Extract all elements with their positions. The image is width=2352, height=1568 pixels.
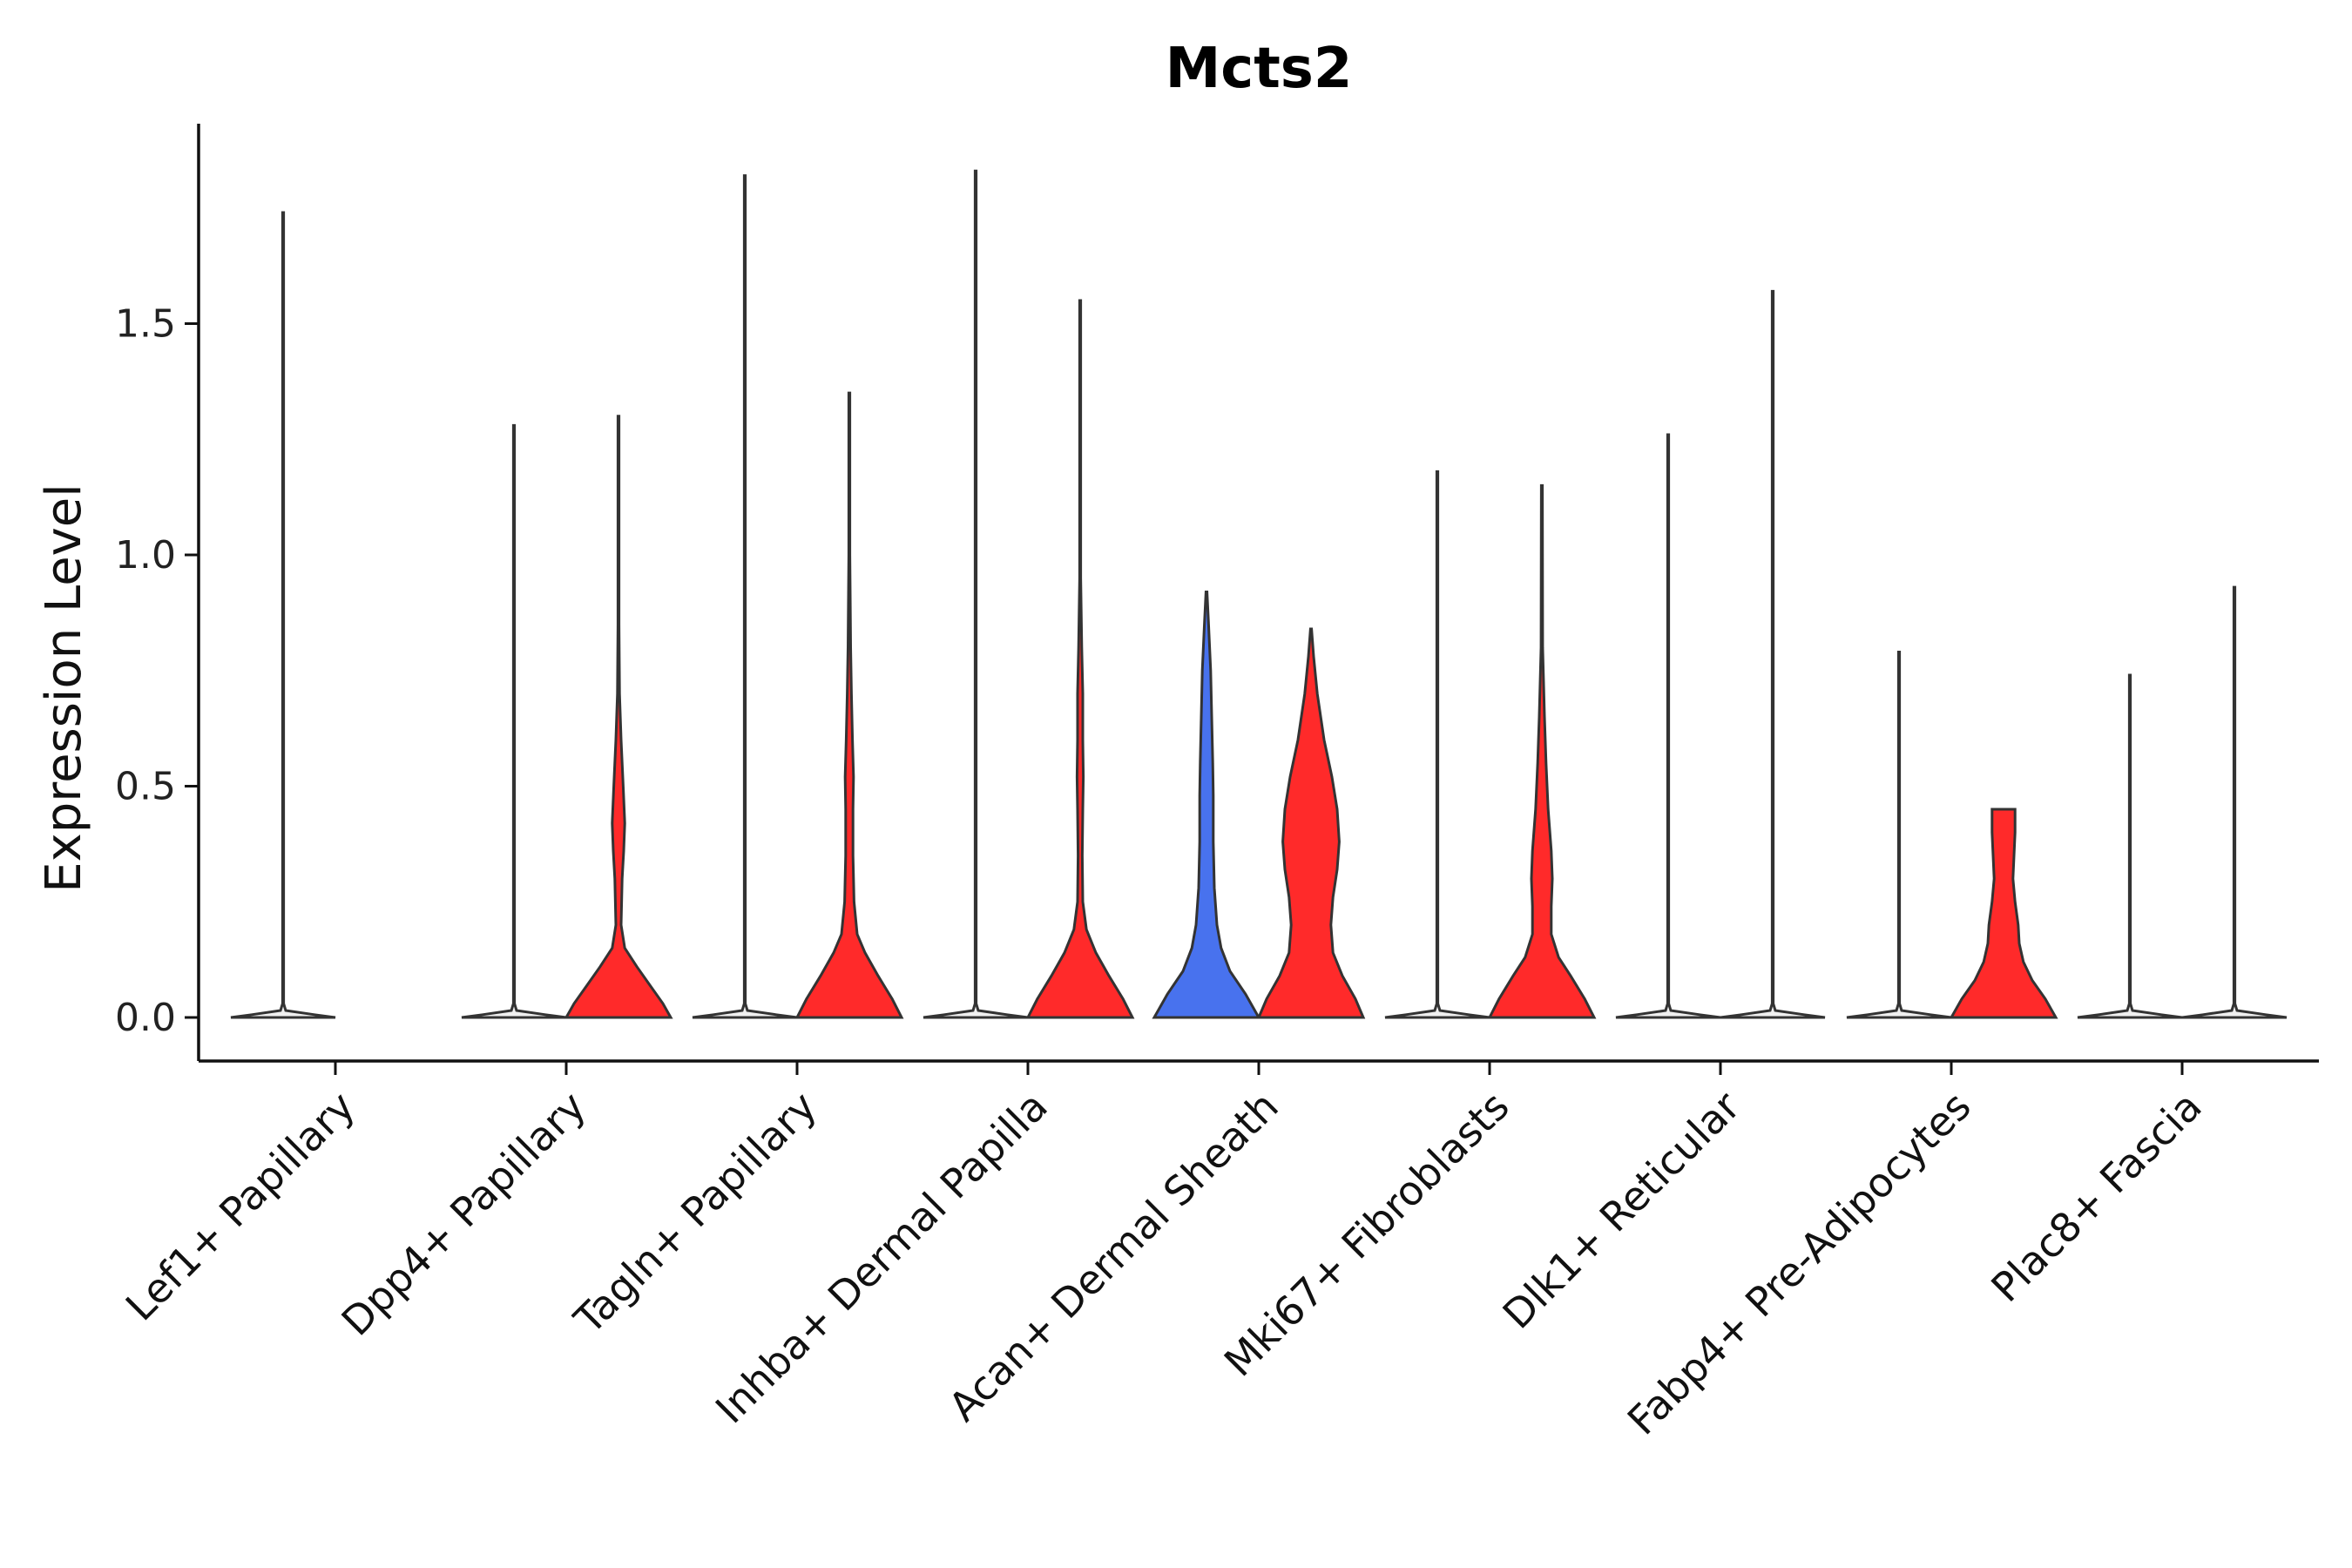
violin-body bbox=[1256, 627, 1366, 1019]
x-category-label: Lef1+ Papillary bbox=[117, 1083, 364, 1330]
violin-body bbox=[923, 169, 1029, 1019]
y-tick-label: 1.5 bbox=[115, 302, 176, 347]
chart-title: Mcts2 bbox=[1166, 37, 1353, 101]
violin-body bbox=[2181, 585, 2288, 1019]
y-tick-label: 1.0 bbox=[115, 533, 176, 578]
violin-body bbox=[564, 415, 673, 1019]
violin-group bbox=[230, 169, 2288, 1019]
violin-body bbox=[2077, 673, 2183, 1019]
violin-body bbox=[1152, 590, 1261, 1019]
violin-body bbox=[1384, 470, 1490, 1019]
violin-body bbox=[794, 391, 904, 1019]
violin-body bbox=[1720, 289, 1826, 1019]
y-tick-label: 0.5 bbox=[115, 765, 176, 809]
violin-body bbox=[230, 211, 336, 1019]
violin-body bbox=[1846, 651, 1952, 1019]
y-axis-label: Expression Level bbox=[36, 483, 92, 893]
violin-body bbox=[1025, 299, 1135, 1019]
x-category-label: Plac8+ Fascia bbox=[1982, 1083, 2210, 1311]
violin-body bbox=[461, 423, 567, 1019]
violin-body bbox=[1615, 433, 1721, 1019]
y-ticks: 0.0 0.5 1.0 1.5 bbox=[115, 302, 199, 1040]
violin-body bbox=[1949, 808, 2058, 1019]
x-category-label: Tagln+ Papillary bbox=[564, 1083, 826, 1344]
x-category-label: Dlk1+ Reticular bbox=[1494, 1083, 1749, 1338]
x-category-label: Dpp4+ Papillary bbox=[333, 1083, 595, 1345]
violin-body bbox=[1487, 483, 1597, 1019]
violin-body bbox=[692, 174, 798, 1019]
y-tick-label: 0.0 bbox=[115, 996, 176, 1040]
